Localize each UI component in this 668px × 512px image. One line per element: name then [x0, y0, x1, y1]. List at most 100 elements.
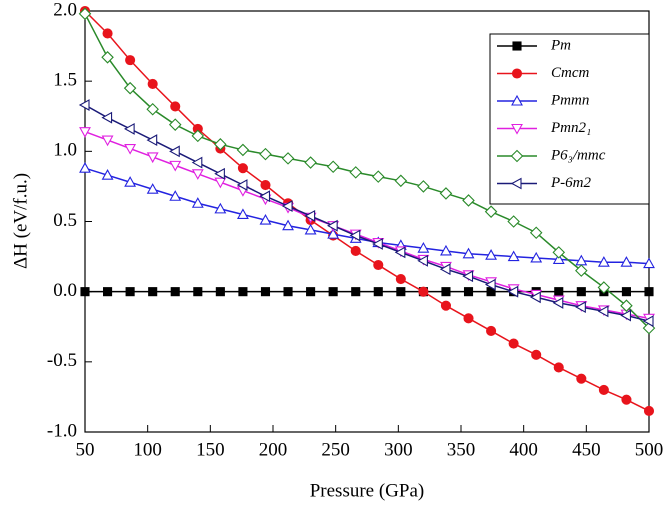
data-point — [530, 291, 541, 304]
legend-label: P-6m2 — [550, 175, 591, 191]
data-point — [552, 246, 566, 259]
data-point — [214, 138, 227, 151]
data-point — [214, 202, 227, 214]
data-point — [170, 101, 181, 112]
data-point — [417, 242, 430, 253]
data-point — [125, 55, 136, 66]
data-point — [283, 287, 293, 297]
data-point — [124, 176, 137, 187]
data-point — [417, 254, 428, 267]
data-point — [123, 81, 137, 95]
data-point — [507, 285, 519, 298]
x-tick-label: 150 — [196, 439, 225, 460]
data-point — [554, 287, 564, 297]
y-tick-label: 0.5 — [53, 210, 77, 231]
data-point — [462, 247, 475, 259]
data-point — [462, 270, 474, 283]
x-tick-label: 100 — [133, 439, 162, 460]
data-point — [306, 287, 316, 297]
data-point — [440, 300, 452, 311]
data-point — [417, 180, 430, 193]
x-tick-label: 300 — [384, 439, 413, 460]
data-point — [394, 246, 406, 259]
data-point — [282, 219, 294, 231]
legend-box — [489, 33, 650, 205]
data-point — [236, 208, 249, 220]
data-point — [191, 129, 205, 143]
data-point — [169, 190, 182, 201]
x-tick-label: 250 — [321, 439, 350, 460]
data-point — [146, 134, 158, 147]
data-point — [484, 278, 496, 291]
y-tick-label: 1.0 — [53, 140, 77, 161]
data-point — [146, 102, 159, 116]
data-point — [396, 287, 406, 297]
data-point — [418, 286, 429, 297]
data-point — [575, 301, 586, 314]
y-tick-label: 0.0 — [53, 280, 77, 301]
data-point — [463, 313, 474, 324]
data-point — [439, 263, 451, 276]
legend-label: Pmn2₁ — [550, 120, 591, 136]
data-point — [281, 200, 293, 212]
y-tick-label: 1.5 — [53, 70, 77, 91]
data-point — [169, 160, 182, 172]
data-point — [148, 287, 158, 297]
data-point — [169, 145, 180, 158]
data-point — [508, 338, 519, 349]
data-point — [327, 219, 338, 232]
data-point — [351, 287, 361, 297]
data-point — [644, 287, 654, 297]
data-point — [146, 152, 159, 164]
legend-label: Cmcm — [551, 65, 589, 81]
data-point — [124, 143, 137, 155]
data-point — [643, 405, 655, 417]
data-point — [238, 287, 248, 297]
data-point — [507, 250, 520, 262]
x-tick-label: 350 — [447, 439, 476, 460]
data-point — [304, 209, 316, 222]
data-point — [530, 251, 543, 263]
data-point — [507, 215, 520, 228]
data-point — [101, 111, 113, 124]
data-point — [259, 190, 271, 203]
data-point — [576, 373, 587, 384]
data-point — [125, 287, 135, 297]
data-point — [147, 78, 158, 90]
data-point — [191, 156, 203, 169]
legend-marker — [511, 94, 523, 106]
data-point — [621, 287, 631, 297]
data-point — [486, 325, 497, 337]
data-point — [103, 287, 113, 297]
data-point — [620, 299, 633, 312]
data-point — [102, 28, 113, 39]
data-point — [373, 259, 384, 271]
data-point — [214, 177, 227, 189]
data-point — [281, 152, 295, 165]
data-point — [552, 253, 565, 264]
data-point — [259, 213, 272, 225]
data-point — [304, 156, 317, 169]
data-point — [597, 256, 610, 267]
data-point — [236, 143, 250, 157]
data-point — [170, 287, 180, 297]
data-point — [576, 287, 586, 297]
data-point — [236, 179, 248, 191]
data-point — [260, 179, 271, 191]
data-point — [373, 287, 383, 297]
data-point — [260, 287, 271, 297]
data-point — [259, 147, 272, 161]
data-point — [372, 238, 383, 250]
data-point — [642, 315, 654, 328]
y-axis-label: ΔH (eV/f.u.) — [10, 173, 31, 269]
x-tick-label: 50 — [76, 439, 95, 460]
data-point — [439, 187, 453, 200]
data-point — [620, 256, 633, 267]
data-point — [462, 194, 475, 207]
x-tick-label: 450 — [572, 439, 601, 460]
data-point — [597, 281, 611, 294]
y-tick-label: -1.0 — [47, 420, 77, 441]
data-point — [191, 169, 204, 180]
data-point — [101, 135, 114, 147]
